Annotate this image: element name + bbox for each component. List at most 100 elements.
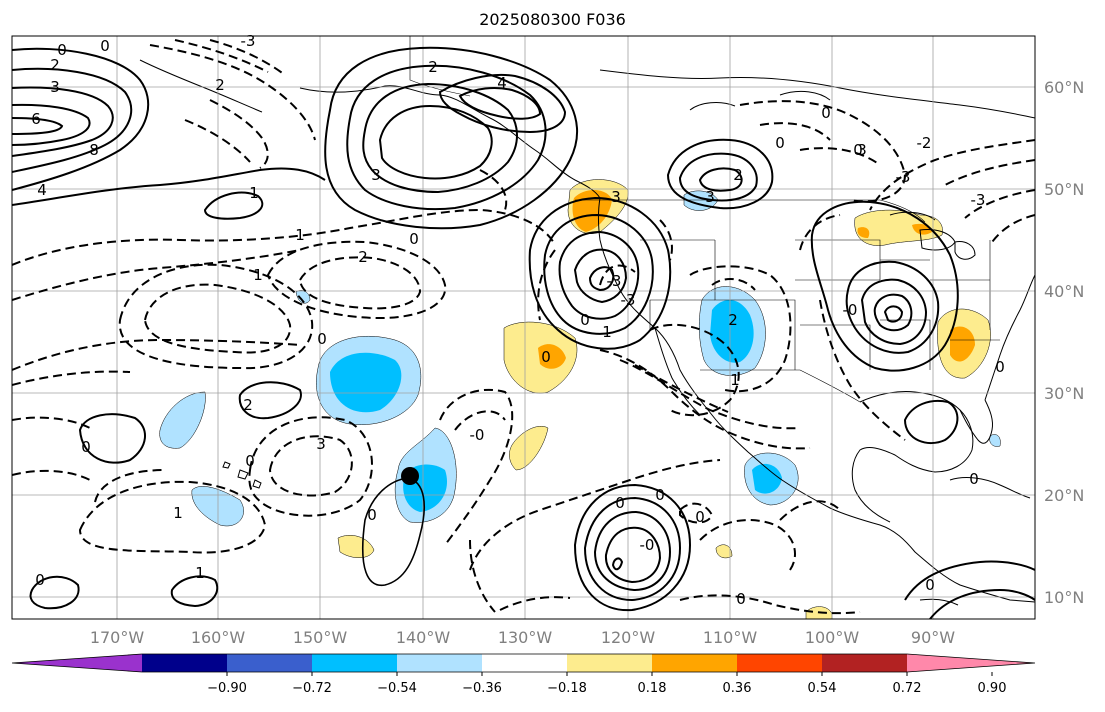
contour-label: 3: [857, 141, 867, 159]
lon-tick-label: 150°W: [293, 628, 348, 647]
lat-tick-label: 40°N: [1044, 282, 1084, 301]
colorbar-tick-label: −0.72: [292, 681, 332, 696]
positive-anomaly-region: [509, 426, 549, 471]
contour-label: 3: [705, 188, 715, 206]
contour-label: 0: [775, 134, 785, 152]
contour-label: 2: [728, 311, 738, 329]
contour-label: 0: [821, 104, 831, 122]
colorbar-tick-label: −0.18: [547, 681, 587, 696]
colorbar-tick-label: −0.54: [377, 681, 417, 696]
contour-label: 4: [37, 181, 47, 199]
contour-label: 4: [497, 74, 507, 92]
contour-label: -3: [621, 291, 636, 309]
contour-label: 1: [730, 371, 740, 389]
contour-label: -2: [917, 134, 932, 152]
contour-label: -3: [971, 191, 986, 209]
colorbar-tick-label: 0.18: [638, 681, 667, 696]
lat-tick-label: 30°N: [1044, 384, 1084, 403]
coastlines: [139, 59, 1035, 606]
contour-label: -3: [607, 272, 622, 290]
lat-tick-label: 60°N: [1044, 78, 1084, 97]
lon-tick-label: 120°W: [601, 628, 656, 647]
contour-label: 3: [50, 78, 60, 96]
colorbar-segment: [652, 654, 738, 672]
storm-center-marker: [401, 467, 419, 485]
contour-label: 0: [81, 438, 91, 456]
colorbar-segment: [312, 654, 398, 672]
contour-label: 0: [615, 494, 625, 512]
contour-label: 8: [89, 141, 99, 159]
positive-anomaly-region: [805, 606, 833, 619]
contour-label: -3: [896, 168, 911, 186]
contour-label: 2: [733, 166, 743, 184]
contour-label: 0: [995, 358, 1005, 376]
contour-label: 0: [57, 41, 67, 59]
contour-label: 2: [50, 56, 60, 74]
lat-tick-label: 20°N: [1044, 486, 1084, 505]
contour-label: 0: [367, 506, 377, 524]
negative-anomaly-region: [295, 290, 311, 304]
colorbar-segment: [227, 654, 313, 672]
contour-label: 3: [316, 435, 326, 453]
colorbar-segment: [142, 654, 228, 672]
negative-anomaly-region: [159, 391, 206, 449]
colorbar-segment: [567, 654, 653, 672]
colorbar-tick-label: −0.90: [207, 681, 247, 696]
contour-label: 0: [35, 571, 45, 589]
contour-label: 0: [736, 590, 746, 608]
colorbar-outline: [11, 653, 1036, 673]
colorbar-tick-label: 0.90: [978, 681, 1007, 696]
contour-label: 2: [358, 248, 368, 266]
contour-label: 1: [195, 564, 205, 582]
positive-anomaly-region: [337, 535, 375, 558]
contour-label: 1: [253, 266, 263, 284]
contour-label: -3: [241, 32, 256, 50]
colorbar-tick-label: 0.36: [723, 681, 752, 696]
contour-label: -0: [640, 536, 655, 554]
contour-label: 0: [925, 576, 935, 594]
lat-tick-label: 10°N: [1044, 588, 1084, 607]
contour-label: 1: [295, 226, 305, 244]
contour-label: 2: [428, 58, 438, 76]
contour-label: 1: [602, 323, 612, 341]
lon-tick-label: 140°W: [396, 628, 451, 647]
contour-label: -0: [843, 301, 858, 319]
contour-label: 0: [245, 452, 255, 470]
colorbar-tick-label: 0.54: [808, 681, 837, 696]
lon-tick-label: 170°W: [90, 628, 145, 647]
colorbar-tick-label: −0.36: [462, 681, 502, 696]
positive-anomaly-core: [950, 326, 975, 362]
map-frame: [11, 35, 1036, 620]
lon-tick-label: 90°W: [911, 628, 955, 647]
contour-label: 2: [243, 396, 253, 414]
contour-label: 0: [541, 348, 551, 366]
colorbar-segment: [822, 654, 908, 672]
contour-label: 0: [655, 486, 665, 504]
positive-anomaly-core: [857, 227, 870, 238]
negative-anomaly-region: [989, 434, 1001, 447]
colorbar-extend-low: [12, 654, 142, 672]
positive-anomaly-region: [715, 544, 733, 559]
shaded-anomalies: [159, 179, 1001, 619]
contour-label: 2: [215, 76, 225, 94]
negative-contours: [12, 39, 1035, 615]
positive-anomaly-core: [538, 344, 566, 369]
contour-label: 0: [409, 230, 419, 248]
contour-label: 0: [317, 330, 327, 348]
contour-label: 6: [31, 110, 41, 128]
contour-label: 0: [853, 141, 863, 159]
lat-tick-label: 50°N: [1044, 180, 1084, 199]
contour-label: 0: [100, 37, 110, 55]
lon-tick-label: 160°W: [191, 628, 246, 647]
longitude-tick-labels: 170°W 160°W 150°W 140°W 130°W 120°W 110°W 100°W…: [90, 628, 955, 647]
contour-label: 0: [969, 470, 979, 488]
colorbar-extend-high: [907, 654, 1035, 672]
contour-label: 0: [695, 508, 705, 526]
map-title: 2025080300 F036: [479, 10, 626, 29]
lon-tick-label: 110°W: [703, 628, 758, 647]
contour-label: 3: [371, 166, 381, 184]
colorbar-segment: [482, 654, 568, 672]
contour-label: -0: [470, 426, 485, 444]
